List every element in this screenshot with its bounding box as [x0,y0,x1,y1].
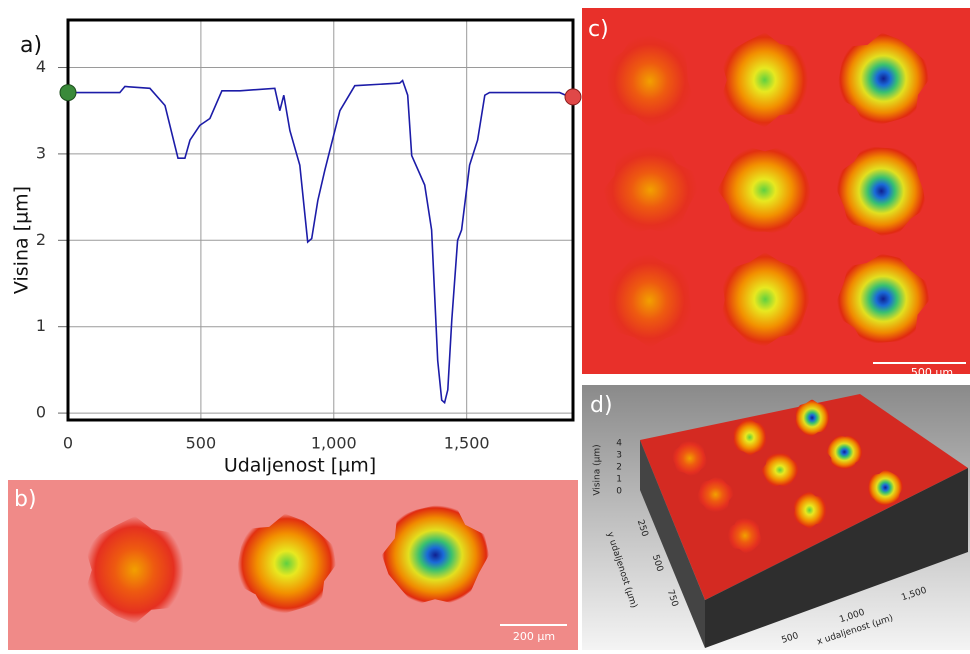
profile-chart: 0 1 2 3 4 0 500 1,000 1,500 a) Udaljenost [µm] Visi… [11,18,582,477]
z-tick-label: 4 [616,439,622,449]
z-axis-title: Visina (µm) [593,444,603,495]
scale-bar-label: 200 µm [513,630,555,643]
cursor-start [59,84,77,102]
y-tick-label: 2 [36,230,46,249]
sample-spot [727,517,763,554]
z-tick-label: 0 [616,487,622,497]
sample-spot [606,35,694,128]
x-tick-label: 1,000 [311,434,357,453]
scale-bar-label: 500 µm [911,366,953,379]
sample-spot [867,469,903,506]
sample-spot [721,32,809,128]
sample-spot [381,505,489,605]
sample-spot [838,32,929,125]
sample-spot [85,516,184,624]
sample-spot [717,146,811,235]
y-tick-label: 0 [36,403,46,422]
panel-label: c) [588,17,609,42]
y-axis-title: Visina [µm] [11,186,33,294]
y-tick-label: 1 [36,316,46,335]
panel-b: 200 µm b) [8,480,578,650]
panel-label: d) [590,393,613,418]
x-axis-title: Udaljenost [µm] [224,455,376,477]
sample-spot [237,513,336,614]
x-tick-label: 1,500 [444,434,490,453]
panel-label: a) [20,33,42,58]
z-tick-label: 3 [616,451,622,461]
sample-spot [672,440,708,476]
surface-front [705,468,968,648]
sample-spot [605,253,693,348]
z-tick-label: 1 [616,475,622,485]
cursor-end [564,88,582,106]
y-tick-label: 4 [36,57,46,76]
sample-spot [697,476,734,513]
sample-spot [732,418,767,456]
x-tick-label: 0 [63,434,73,453]
sample-spot [792,491,827,529]
sample-spot [826,434,863,470]
sample-spot [603,146,698,234]
panel-label: b) [14,487,37,512]
surface-side [640,440,705,648]
sample-spot [720,252,810,347]
sample-spot [836,145,927,237]
sample-spot [794,399,830,437]
y-tick-label: 3 [36,143,46,162]
profile-line [68,79,570,405]
x-tick-label: 500 [186,434,217,453]
plot-background [68,20,573,420]
z-tick-label: 2 [616,463,622,473]
plot-frame [66,18,575,422]
sample-spot [761,452,799,488]
panel-c: 500 µm c) [582,8,970,379]
sample-spot [836,253,930,345]
